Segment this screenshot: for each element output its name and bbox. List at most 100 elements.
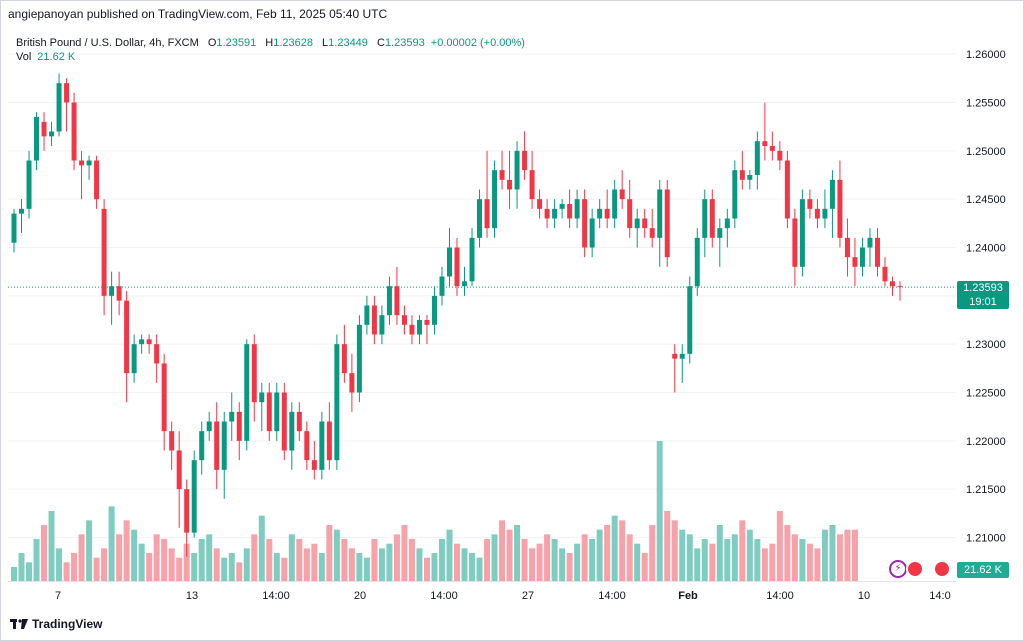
bar-countdown: 19:01 <box>969 296 997 308</box>
open-value: 1.23591 <box>216 37 257 49</box>
candle-body <box>49 131 55 137</box>
candle-body <box>176 450 182 490</box>
candle-body <box>844 237 850 258</box>
volume-bar <box>378 548 385 581</box>
volume-bars <box>11 441 858 581</box>
x-tick-label: 27 <box>522 590 534 602</box>
volume-bar <box>438 539 445 581</box>
x-tick-label: 14:0 <box>929 590 950 602</box>
flag-event-icon-2[interactable] <box>933 560 951 578</box>
candle-body <box>642 218 648 229</box>
y-tick-label: 1.25000 <box>966 146 1006 158</box>
candle-body <box>619 189 625 200</box>
close-label: C <box>376 37 385 49</box>
candle-body <box>552 208 558 219</box>
candle-body <box>371 305 377 335</box>
volume-bar <box>183 543 190 581</box>
volume-bar <box>26 562 33 581</box>
candle-body <box>409 324 415 335</box>
y-tick-label: 1.23000 <box>966 339 1006 351</box>
candle-body <box>281 392 287 451</box>
candle-body <box>814 208 820 219</box>
volume-bar <box>236 562 243 581</box>
volume-bar <box>671 520 678 581</box>
candle-body <box>214 421 220 470</box>
candle-body <box>799 199 805 267</box>
candle-body <box>747 175 753 180</box>
candle-body <box>769 146 775 151</box>
candle-body <box>379 315 385 335</box>
candle-body <box>454 247 460 287</box>
candle-body <box>889 281 895 287</box>
candle-body <box>882 266 888 282</box>
candle-body <box>604 208 610 219</box>
candle-body <box>401 315 407 325</box>
volume-bar <box>371 539 378 581</box>
candle-body <box>26 160 32 209</box>
candle-body <box>11 213 17 243</box>
lightning-icon[interactable]: ⚡ <box>889 560 907 578</box>
tradingview-footer[interactable]: TradingView <box>10 617 102 631</box>
candle-body <box>206 421 212 432</box>
volume-bar <box>296 539 303 581</box>
candle-body <box>529 170 535 200</box>
volume-bar <box>311 543 318 581</box>
volume-bar <box>724 539 731 581</box>
y-tick-label: 1.25500 <box>966 98 1006 110</box>
chart-plot[interactable] <box>8 30 956 581</box>
candle-body <box>221 421 227 470</box>
x-tick-label: 10 <box>858 590 870 602</box>
volume-bar <box>431 553 438 581</box>
low-value: 1.23449 <box>328 37 368 49</box>
volume-bar <box>484 539 491 581</box>
candle-body <box>537 199 543 209</box>
candle-body <box>777 150 783 161</box>
candle-body <box>837 179 843 238</box>
y-tick-label: 1.21000 <box>966 533 1006 545</box>
footer-brand: TradingView <box>32 617 103 631</box>
candle-body <box>259 392 265 403</box>
candle-body <box>199 431 205 461</box>
flag-event-icon[interactable] <box>906 560 924 578</box>
candle-body <box>56 83 62 132</box>
candle-body <box>829 179 835 209</box>
volume-bar <box>799 539 806 581</box>
candle-body <box>94 160 100 200</box>
volume-bar <box>123 520 130 581</box>
candle-body <box>334 344 340 461</box>
volume-bar <box>326 525 333 581</box>
candle-body <box>124 300 130 374</box>
volume-bar <box>363 557 370 581</box>
candle-body <box>687 286 693 354</box>
volume-bar <box>461 548 468 581</box>
volume-bar <box>559 548 566 581</box>
volume-bar <box>416 548 423 581</box>
candle-body <box>184 489 190 533</box>
candle-body <box>319 421 325 470</box>
volume-bar <box>476 557 483 581</box>
volume-bar <box>161 539 168 581</box>
candle-body <box>431 295 437 325</box>
volume-bar <box>506 529 513 581</box>
volume-value: 21.62 K <box>37 51 76 63</box>
time-axis[interactable]: 7 13 14:00 20 14:00 27 14:00 Feb 14:00 10 14:0 <box>8 581 956 608</box>
candle-body <box>589 218 595 248</box>
volume-bar <box>686 534 693 581</box>
volume-bar <box>746 529 753 581</box>
candle-body <box>634 218 640 229</box>
close-value: 1.23593 <box>384 37 425 49</box>
symbol-title[interactable]: British Pound / U.S. Dollar, 4h, FXCM <box>16 37 199 49</box>
volume-bar <box>551 539 558 581</box>
volume-bar <box>131 529 138 581</box>
candle-body <box>627 199 633 229</box>
volume-bar <box>386 543 393 581</box>
candle-body <box>19 208 25 214</box>
volume-bar <box>251 534 258 581</box>
candle-body <box>191 460 197 533</box>
candle-body <box>64 83 70 103</box>
volume-bar <box>86 520 93 581</box>
high-label: H <box>265 37 274 49</box>
volume-bar <box>18 553 25 581</box>
volume-bar <box>146 553 153 581</box>
candle-body <box>364 305 370 325</box>
